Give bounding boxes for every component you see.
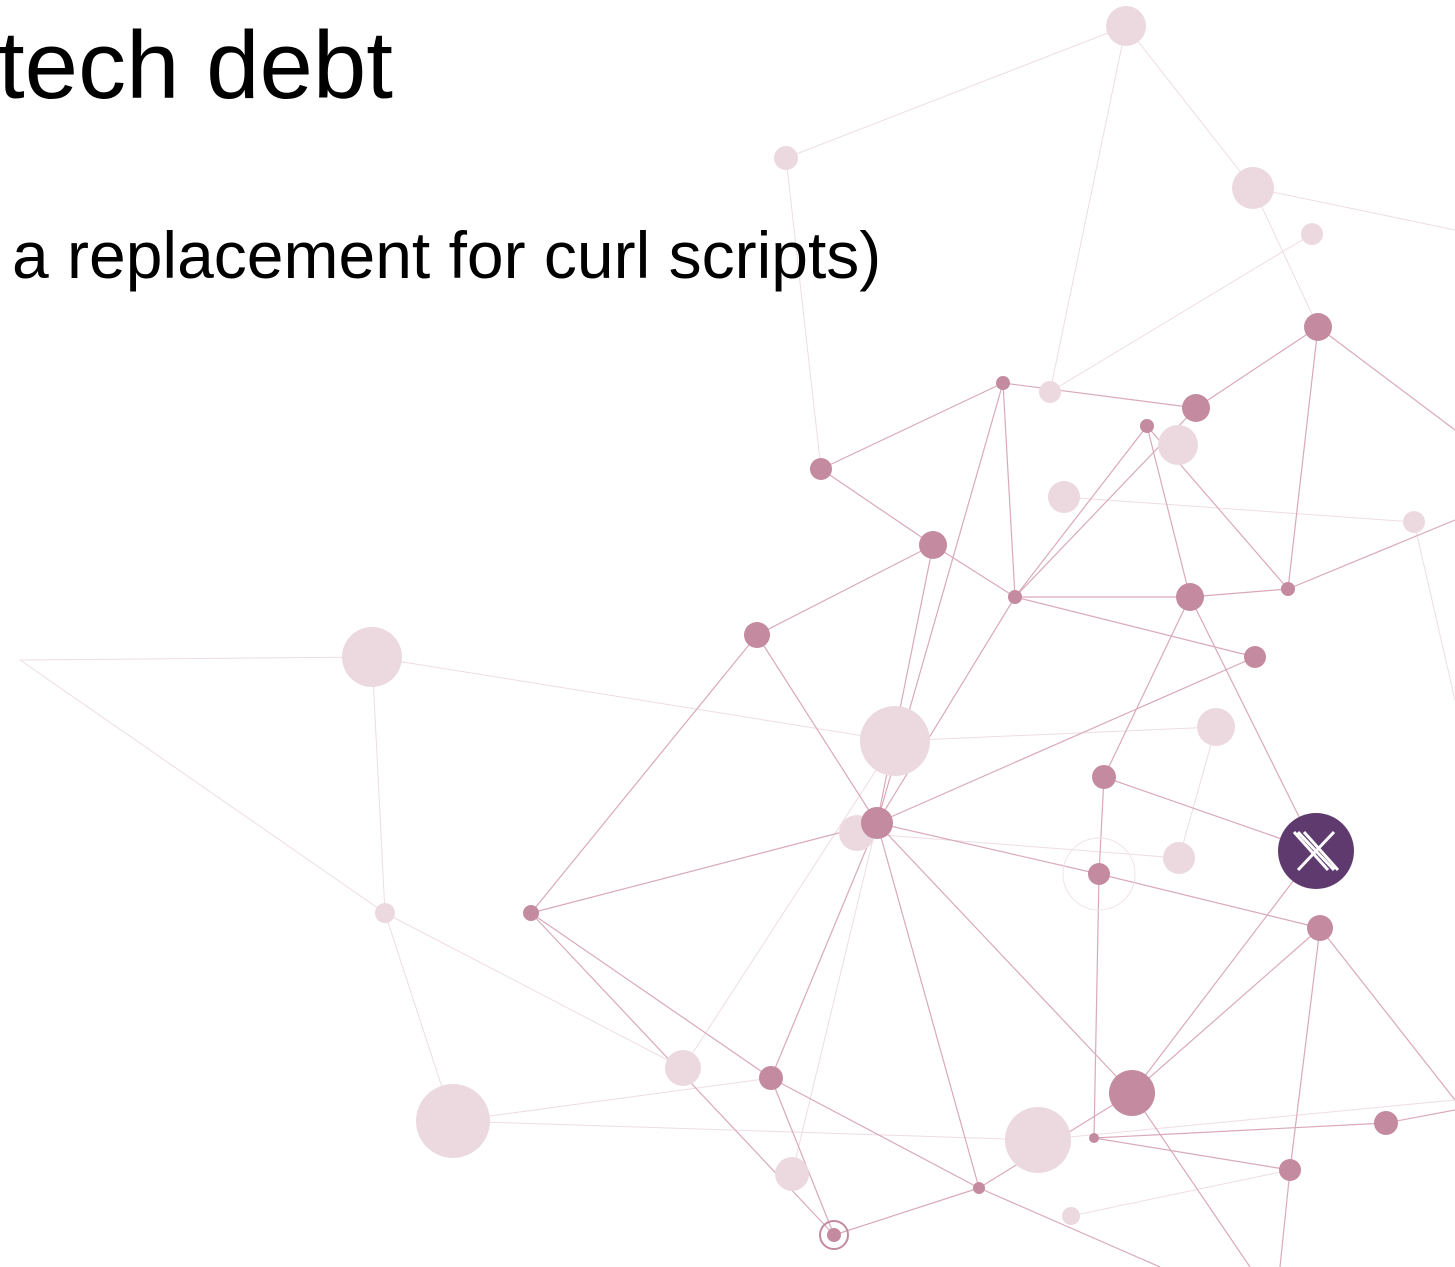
node-ring (819, 1220, 849, 1250)
edges (530, 326, 1455, 1267)
faint-edges (19, 25, 1455, 1217)
slide-title: tech debt (0, 12, 393, 119)
node-ring (1062, 837, 1136, 911)
faint-nodes (342, 6, 1425, 1225)
logo (1278, 813, 1354, 889)
nodes (523, 313, 1398, 1242)
bullet-text: a replacement for curl scripts) (12, 218, 882, 292)
